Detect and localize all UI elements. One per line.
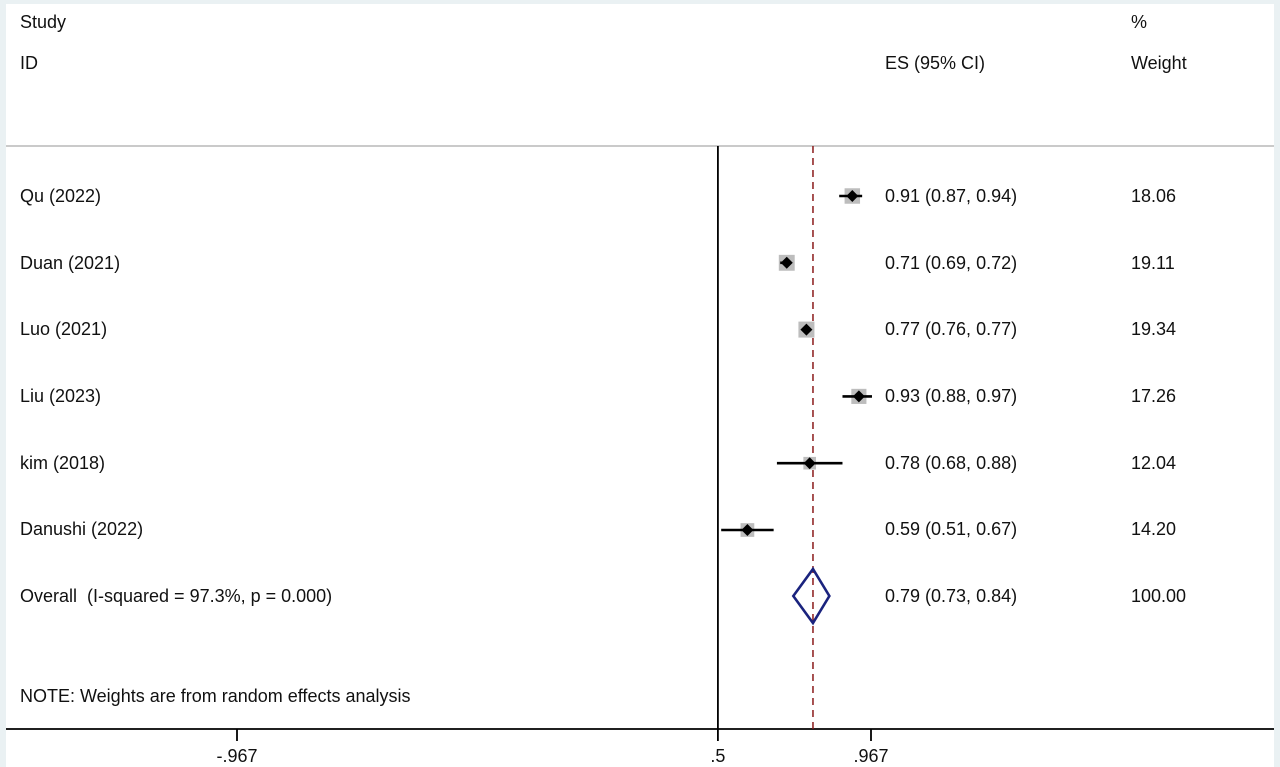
study-label-duan: Duan (2021): [20, 253, 121, 273]
x-tick-label: .967: [853, 746, 889, 766]
header-id: ID: [20, 53, 38, 73]
header-study: Study: [20, 12, 67, 32]
header-weight: Weight: [1131, 53, 1187, 73]
es-ci-danushi: 0.59 (0.51, 0.67): [885, 519, 1018, 539]
point-estimate: [800, 323, 813, 336]
weight-qu: 18.06: [1131, 186, 1177, 206]
plot-panel: [6, 4, 1274, 767]
header-weight-percent: %: [1131, 12, 1148, 32]
point-estimate: [780, 256, 793, 269]
weight-danushi: 14.20: [1131, 519, 1177, 539]
study-label-liu: Liu (2023): [20, 386, 102, 406]
study-label-luo: Luo (2021): [20, 319, 108, 339]
study-label-danushi: Danushi (2022): [20, 519, 144, 539]
weight-luo: 19.34: [1131, 319, 1177, 339]
point-estimate: [846, 190, 859, 202]
overall-diamond: [791, 566, 831, 626]
es-ci-duan: 0.71 (0.69, 0.72): [885, 253, 1018, 273]
weight-overall: 100.00: [1131, 586, 1187, 606]
es-ci-kim: 0.78 (0.68, 0.88): [885, 453, 1018, 473]
x-tick-label: .5: [710, 746, 726, 766]
weight-liu: 17.26: [1131, 386, 1177, 406]
es-ci-liu: 0.93 (0.88, 0.97): [885, 386, 1018, 406]
point-estimate: [852, 390, 865, 403]
weight-kim: 12.04: [1131, 453, 1177, 473]
es-ci-qu: 0.91 (0.87, 0.94): [885, 186, 1018, 206]
header-es-ci: ES (95% CI): [885, 53, 986, 73]
study-label-kim: kim (2018): [20, 453, 106, 473]
point-estimate: [803, 457, 816, 470]
overall-label: Overall (I-squared = 97.3%, p = 0.000): [20, 586, 333, 606]
weight-duan: 19.11: [1131, 253, 1175, 273]
es-ci-overall: 0.79 (0.73, 0.84): [885, 586, 1018, 606]
point-estimate: [741, 524, 754, 536]
footnote: NOTE: Weights are from random effects an…: [20, 686, 411, 706]
x-tick-label: -.967: [216, 746, 258, 766]
study-label-qu: Qu (2022): [20, 186, 102, 206]
es-ci-luo: 0.77 (0.76, 0.77): [885, 319, 1018, 339]
